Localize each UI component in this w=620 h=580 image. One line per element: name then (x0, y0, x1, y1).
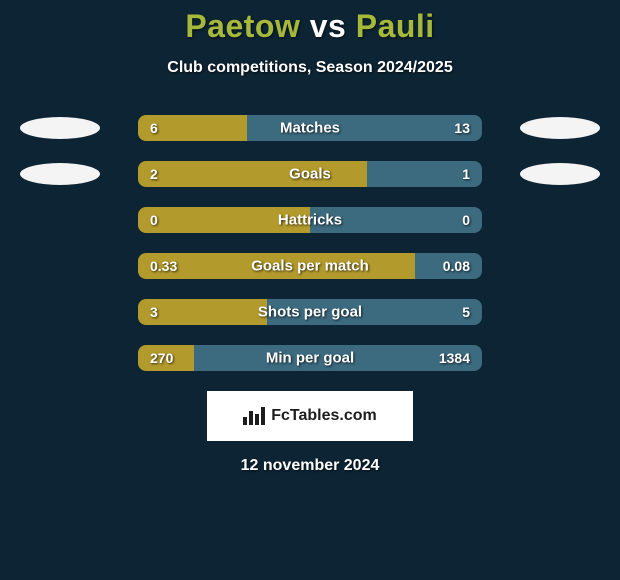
stat-value-left: 6 (150, 120, 158, 136)
team-badge-right (520, 163, 600, 185)
stat-value-right: 0 (462, 212, 470, 228)
stat-value-left: 3 (150, 304, 158, 320)
date-text: 12 november 2024 (0, 457, 620, 475)
stat-row: Matches 6 13 (0, 115, 620, 141)
stat-value-left: 2 (150, 166, 158, 182)
stat-value-right: 5 (462, 304, 470, 320)
stat-row: Goals per match 0.33 0.08 (0, 253, 620, 279)
page-title: Paetow vs Pauli (0, 8, 620, 45)
stat-row: Min per goal 270 1384 (0, 345, 620, 371)
stat-label: Hattricks (278, 212, 342, 229)
stat-value-left: 0.33 (150, 258, 177, 274)
stat-label: Matches (280, 120, 340, 137)
stat-label: Min per goal (266, 350, 354, 367)
stat-value-left: 0 (150, 212, 158, 228)
stat-row: Hattricks 0 0 (0, 207, 620, 233)
stat-row: Goals 2 1 (0, 161, 620, 187)
brand-box: FcTables.com (207, 391, 413, 441)
stat-value-right: 0.08 (443, 258, 470, 274)
stat-label: Goals (289, 166, 331, 183)
team-badge-left (20, 163, 100, 185)
stat-label: Goals per match (251, 258, 369, 275)
stats-rows: Matches 6 13 Goals 2 1 Hattricks 0 0 Goals per ma… (0, 115, 620, 371)
stat-value-right: 1 (462, 166, 470, 182)
stat-value-right: 1384 (439, 350, 470, 366)
stat-bar-left (138, 161, 367, 187)
bar-chart-icon (243, 407, 265, 425)
stat-value-right: 13 (454, 120, 470, 136)
stat-row: Shots per goal 3 5 (0, 299, 620, 325)
brand-text: FcTables.com (271, 407, 377, 425)
team-badge-right (520, 117, 600, 139)
subtitle: Club competitions, Season 2024/2025 (0, 59, 620, 77)
infographic-container: Paetow vs Pauli Club competitions, Seaso… (0, 0, 620, 580)
title-vs: vs (310, 8, 347, 44)
title-player1: Paetow (185, 8, 300, 44)
stat-value-left: 270 (150, 350, 173, 366)
stat-label: Shots per goal (258, 304, 362, 321)
title-player2: Pauli (356, 8, 435, 44)
team-badge-left (20, 117, 100, 139)
